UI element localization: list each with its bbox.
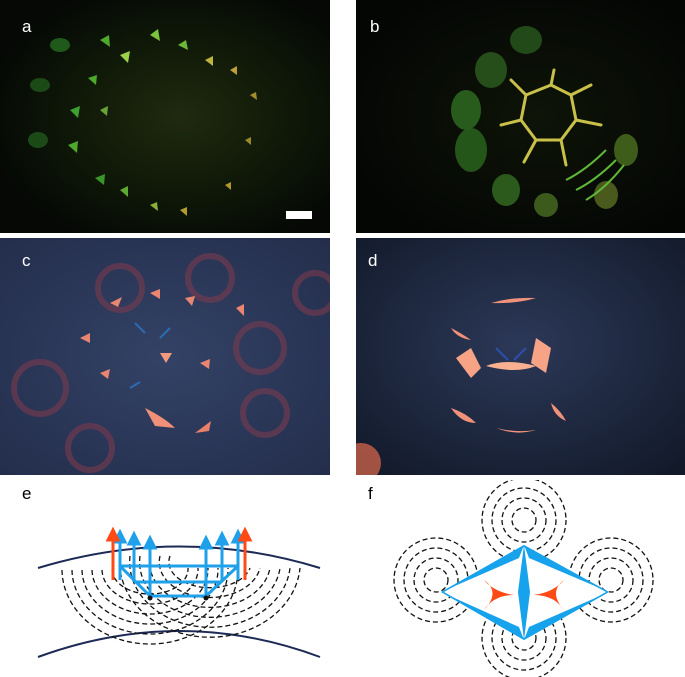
panel-d-image bbox=[356, 238, 685, 475]
dashed-circles bbox=[393, 480, 654, 677]
panel-c-cells bbox=[11, 253, 330, 473]
panel-d: d bbox=[356, 238, 685, 475]
panel-f-diagram bbox=[393, 480, 654, 677]
red-arrows bbox=[105, 526, 253, 580]
panel-label-d: d bbox=[368, 251, 378, 270]
panel-e: e bbox=[0, 480, 330, 677]
panel-label-f: f bbox=[368, 484, 373, 503]
blue-diamond bbox=[441, 545, 609, 640]
blue-arrows bbox=[112, 528, 246, 596]
scale-bar bbox=[286, 211, 312, 219]
red-cusps bbox=[484, 580, 564, 610]
panel-b: b bbox=[356, 0, 685, 233]
panel-c: c bbox=[0, 238, 330, 475]
panel-label-b: b bbox=[370, 17, 380, 36]
panel-label-a: a bbox=[22, 17, 32, 36]
panel-b-cells bbox=[451, 26, 638, 217]
panel-b-network bbox=[499, 68, 603, 167]
panel-b-image bbox=[356, 0, 685, 233]
panel-e-diagram bbox=[37, 526, 321, 658]
top-surface bbox=[37, 545, 321, 569]
panel-f: f bbox=[356, 480, 685, 677]
panel-a-image bbox=[0, 0, 330, 233]
bottom-surface bbox=[37, 630, 321, 658]
panel-d-glow bbox=[356, 297, 566, 475]
dashed-arcs-right bbox=[119, 555, 301, 638]
panel-a-spots bbox=[28, 29, 257, 216]
source-dot-left bbox=[147, 595, 153, 601]
panel-c-spots bbox=[80, 289, 244, 433]
panel-label-c: c bbox=[22, 251, 31, 270]
panel-label-e: e bbox=[22, 484, 32, 503]
panel-a: a bbox=[0, 0, 330, 233]
panel-c-image bbox=[0, 238, 330, 475]
source-dot-right bbox=[203, 595, 209, 601]
